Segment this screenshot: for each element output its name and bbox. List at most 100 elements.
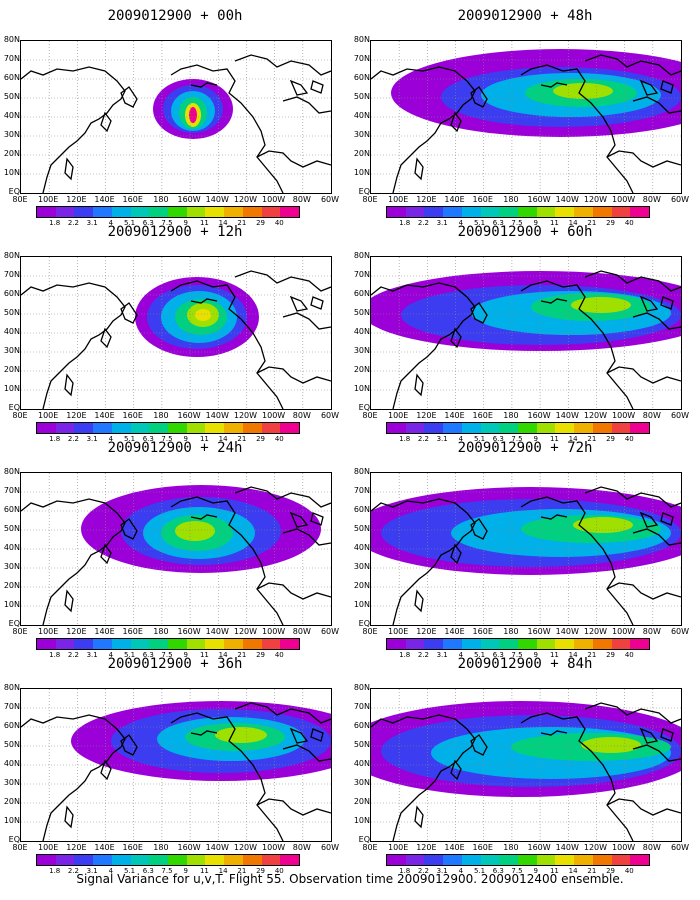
colorbar-label: 1.8 [49,435,61,443]
colorbar-swatch [111,207,131,217]
coastline [584,54,681,76]
lat-label: 40N [353,111,370,120]
coastline [639,79,659,96]
lon-label: 100W [612,627,636,636]
lon-label: 100E [38,195,59,204]
colorbar-swatch [224,855,243,865]
coastline [470,518,488,540]
lon-label: 140E [444,627,465,636]
lon-label: 160W [527,195,551,204]
lon-label: 120W [583,627,608,636]
map-svg [371,689,681,841]
coastline [660,728,674,742]
coastline [21,66,126,193]
colorbar-label: 4 [108,867,114,875]
lon-label: 160E [122,411,143,420]
lon-label: 160W [527,411,551,420]
colorbar-label: 9 [183,867,188,875]
coastline [100,111,112,133]
lon-label: 80E [362,195,378,204]
colorbar-swatch [261,423,281,433]
colorbar-swatch [499,423,519,433]
colorbar-label: 29 [606,435,616,443]
lat-label: 60N [3,505,20,514]
coastline [450,759,462,781]
colorbar-swatch [405,207,425,217]
lat-label: 20N [353,581,370,590]
colorbar-label: 14 [568,867,578,875]
colorbar-label: 40 [274,219,284,227]
coastline [450,543,462,565]
lat-label: 50N [353,92,370,101]
map-plot [20,256,332,410]
colorbar-label: 40 [274,651,284,659]
coastline [234,702,331,724]
colorbar-swatch [574,423,593,433]
lon-label: 80E [362,411,378,420]
colorbar-swatch [149,639,169,649]
colorbar-swatch [480,855,500,865]
colorbar-swatch [405,423,425,433]
coastline [540,298,568,304]
colorbar-label: 11 [549,867,559,875]
map-panel: 2009012900 + 00h 80N 70N 60N 50N 40N 30N 20N 10N… [0,0,350,227]
colorbar-label: 1.8 [399,651,411,659]
colorbar-swatch [443,207,462,217]
lat-label: 60N [353,721,370,730]
lon-label: 80W [292,843,311,852]
map-svg [371,473,681,625]
map-panel: 2009012900 + 84h 80N 70N 60N 50N 40N 30N 20N 10N… [350,648,700,875]
colorbar-label: 9 [533,435,538,443]
map-panel: 2009012900 + 12h 80N 70N 60N 50N 40N 30N 20N 10N… [0,216,350,443]
lon-label: 140W [205,195,229,204]
colorbar-label: 6.3 [492,219,504,227]
lat-label: 20N [3,365,20,374]
lon-label: 180 [503,411,519,420]
lon-label: 120W [583,411,608,420]
colorbar-swatch [280,855,300,865]
colorbar-swatch [424,207,444,217]
colorbar-swatch [630,423,650,433]
coastline [64,373,74,397]
map-svg [371,257,681,409]
colorbar-label: 7.5 [161,867,173,875]
colorbar-swatch [518,423,537,433]
colorbar-label: 6.3 [142,867,154,875]
colorbar-label: 21 [237,867,247,875]
colorbar-label: 11 [199,219,209,227]
coastline [540,514,568,520]
colorbar-swatch [74,423,94,433]
map-svg [21,689,331,841]
coastline [414,805,424,829]
colorbar-swatch [224,639,243,649]
colorbar-label: 29 [606,867,616,875]
colorbar [386,422,650,434]
coastline [289,295,309,312]
colorbar-label: 2.2 [417,651,429,659]
lon-label: 140W [555,411,579,420]
lon-label: 140E [94,411,115,420]
lon-label: 180 [153,843,169,852]
lat-label: 50N [353,308,370,317]
variance-field [371,487,681,575]
colorbar-swatch [405,639,425,649]
lon-label: 120E [66,411,87,420]
colorbar-swatch [55,423,75,433]
colorbar-label: 14 [218,219,228,227]
lon-label: 100E [388,195,409,204]
panel-title: 2009012900 + 00h [107,8,243,24]
coastline [632,312,681,330]
lon-label: 100W [262,195,286,204]
colorbar-swatch [205,855,225,865]
lat-label: 80N [353,251,370,260]
lon-label: 120W [583,843,608,852]
lat-label: 70N [3,486,20,495]
lat-label: 50N [353,740,370,749]
colorbar-swatch [461,639,481,649]
lon-label: 180 [503,195,519,204]
variance-field [153,79,233,139]
coastline [540,730,568,736]
lat-label: 30N [3,130,20,139]
lat-label: 50N [3,308,20,317]
lon-label: 60W [320,627,340,636]
